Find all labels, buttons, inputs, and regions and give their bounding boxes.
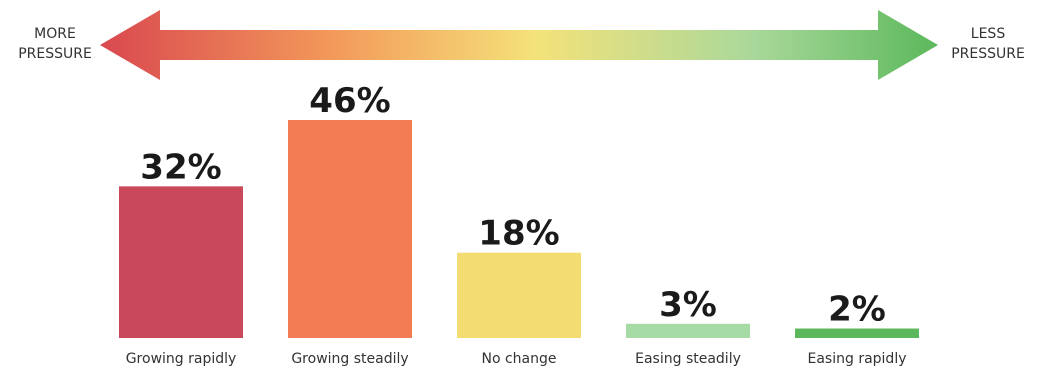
value-label-2: 18% bbox=[478, 214, 559, 254]
category-label-2: No change bbox=[481, 351, 556, 367]
category-label-0: Growing rapidly bbox=[126, 351, 237, 367]
bar-3 bbox=[626, 323, 750, 338]
bar-2 bbox=[457, 252, 581, 338]
bars-group: 32% Growing rapidly 46% Growing steadily 18%… bbox=[119, 81, 919, 367]
value-label-3: 3% bbox=[659, 285, 717, 325]
category-label-4: Easing rapidly bbox=[808, 351, 907, 367]
category-label-1: Growing steadily bbox=[291, 351, 408, 367]
less-pressure-label-line1: LESS bbox=[971, 26, 1006, 42]
value-label-1: 46% bbox=[309, 81, 390, 121]
category-label-3: Easing steadily bbox=[635, 351, 741, 367]
value-label-4: 2% bbox=[828, 290, 886, 330]
less-pressure-label-line2: PRESSURE bbox=[951, 46, 1025, 62]
more-pressure-label-line2: PRESSURE bbox=[18, 46, 92, 62]
bar-4 bbox=[795, 328, 919, 338]
pressure-scale-arrow bbox=[100, 10, 938, 80]
bar-1 bbox=[288, 120, 412, 338]
value-label-0: 32% bbox=[140, 147, 221, 187]
more-pressure-label-line1: MORE bbox=[34, 26, 76, 42]
bar-0 bbox=[119, 186, 243, 338]
